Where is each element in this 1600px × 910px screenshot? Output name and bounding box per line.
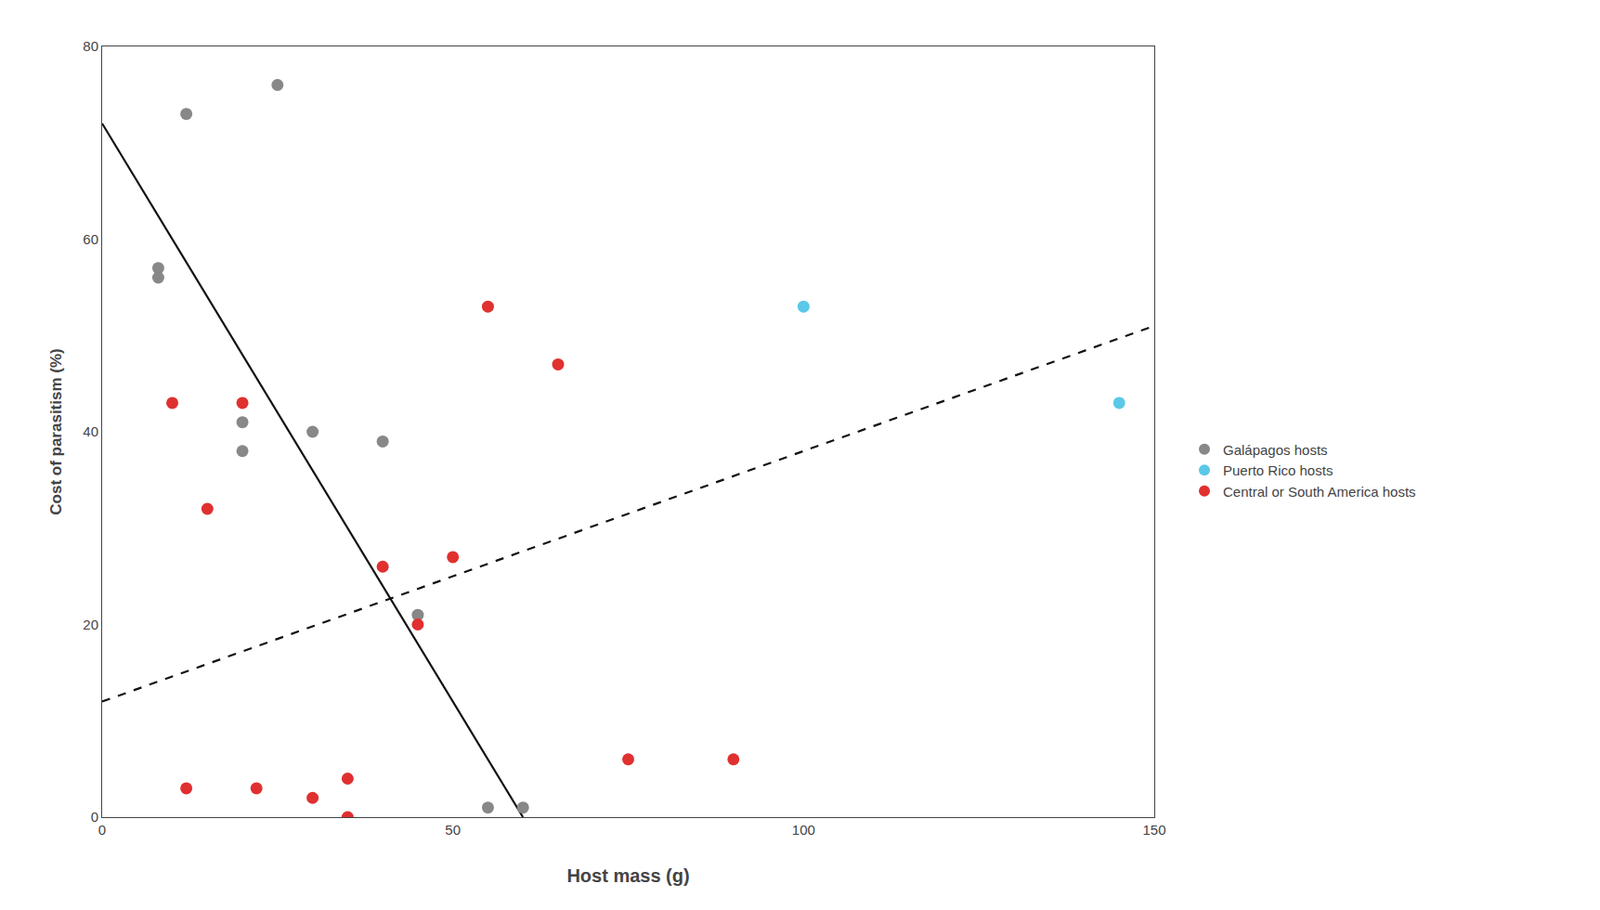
svg-text:Galápagos hosts: Galápagos hosts <box>1222 442 1328 458</box>
svg-text:Host mass (g): Host mass (g) <box>566 865 690 886</box>
svg-text:150: 150 <box>1142 821 1166 838</box>
svg-text:100: 100 <box>792 821 816 838</box>
svg-text:Cost of parasitism (%): Cost of parasitism (%) <box>47 348 66 515</box>
svg-text:50: 50 <box>444 821 461 838</box>
svg-text:40: 40 <box>82 423 99 440</box>
svg-text:0: 0 <box>98 821 106 838</box>
svg-text:Puerto Rico hosts: Puerto Rico hosts <box>1222 462 1333 479</box>
svg-text:20: 20 <box>82 616 99 633</box>
svg-text:80: 80 <box>82 38 99 54</box>
svg-text:0: 0 <box>91 808 99 825</box>
svg-text:60: 60 <box>82 231 99 248</box>
svg-text:Central or South America hosts: Central or South America hosts <box>1222 483 1417 500</box>
